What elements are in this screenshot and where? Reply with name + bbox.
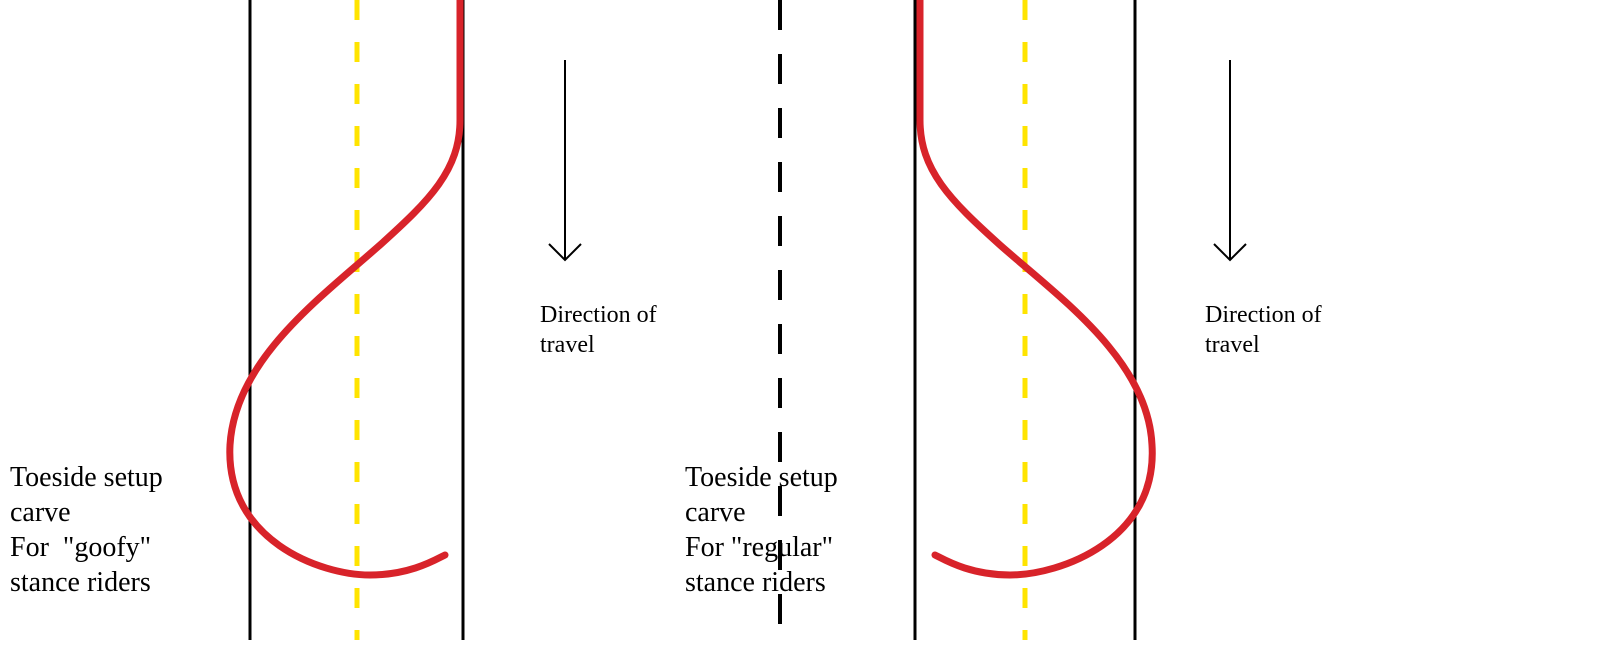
caption-regular: Toeside setup carve For "regular" stance… <box>685 460 838 600</box>
left-panel <box>230 0 581 640</box>
carve-path-goofy <box>230 0 460 575</box>
direction-arrow <box>1214 60 1246 260</box>
diagram-stage: Toeside setup carve For "goofy" stance r… <box>0 0 1600 648</box>
direction-label-right: Direction of travel <box>1205 300 1322 360</box>
carve-path-regular <box>920 0 1152 575</box>
right-panel <box>915 0 1246 640</box>
direction-label-left: Direction of travel <box>540 300 657 360</box>
caption-goofy: Toeside setup carve For "goofy" stance r… <box>10 460 163 600</box>
direction-arrow <box>549 60 581 260</box>
